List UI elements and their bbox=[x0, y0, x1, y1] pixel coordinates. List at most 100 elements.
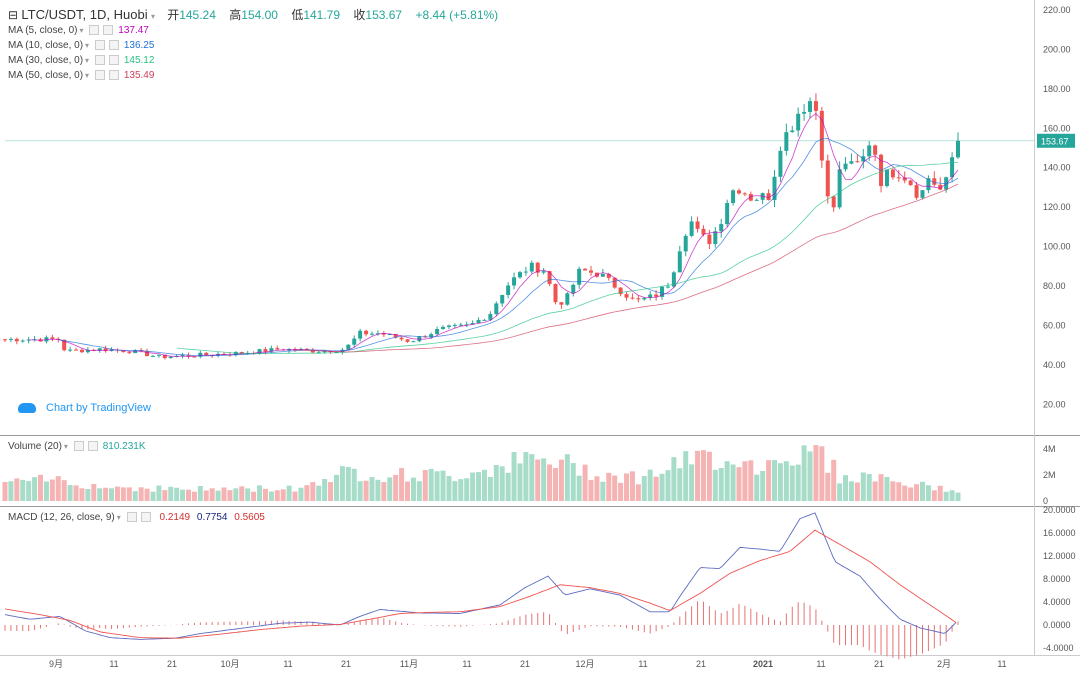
volume-bar bbox=[150, 491, 156, 501]
volume-bar bbox=[624, 473, 630, 501]
volume-bar bbox=[547, 464, 553, 501]
volume-bar bbox=[185, 489, 191, 501]
symbol-dropdown-icon[interactable]: ▾ bbox=[150, 12, 158, 21]
ma5-legend[interactable]: MA (5, close, 0) ▾ 137.47 bbox=[8, 25, 149, 36]
time-tick-label: 12月 bbox=[575, 659, 594, 669]
settings-icon[interactable] bbox=[73, 441, 84, 452]
volume-bar bbox=[671, 457, 677, 501]
candle-body bbox=[369, 333, 374, 335]
time-tick-label: 11 bbox=[283, 659, 292, 669]
time-tick-label: 11 bbox=[462, 659, 471, 669]
chevron-down-icon[interactable]: ▾ bbox=[63, 442, 68, 451]
volume-legend[interactable]: Volume (20) ▾ 810.231K bbox=[8, 441, 146, 452]
time-tick-label: 2021 bbox=[753, 659, 773, 669]
volume-bar bbox=[937, 485, 943, 501]
candle-body bbox=[535, 262, 540, 273]
volume-bar bbox=[618, 482, 624, 501]
volume-bar bbox=[20, 479, 26, 501]
chevron-down-icon[interactable]: ▾ bbox=[85, 41, 90, 50]
close-icon[interactable] bbox=[140, 512, 151, 523]
chevron-down-icon[interactable]: ▾ bbox=[79, 26, 84, 35]
volume-bar bbox=[416, 481, 422, 501]
symbol-title[interactable]: LTC/USDT, 1D, Huobi bbox=[21, 7, 148, 22]
candle-body bbox=[577, 268, 582, 285]
candle-body bbox=[429, 334, 434, 338]
volume-bar bbox=[570, 463, 576, 501]
volume-bar bbox=[700, 450, 706, 501]
macd-legend[interactable]: MACD (12, 26, close, 9) ▾ 0.2149 0.7754 0… bbox=[8, 512, 265, 523]
volume-bar bbox=[689, 464, 695, 501]
volume-bar bbox=[55, 476, 61, 501]
change-value: +8.44 (+5.81%) bbox=[415, 8, 499, 22]
candle-body bbox=[482, 319, 487, 321]
settings-icon[interactable] bbox=[89, 25, 100, 36]
volume-bar bbox=[854, 482, 860, 501]
volume-bar bbox=[126, 487, 132, 501]
volume-bar bbox=[683, 451, 689, 501]
ma-line-10 bbox=[58, 138, 959, 357]
close-icon[interactable] bbox=[87, 441, 98, 452]
close-value: 153.67 bbox=[365, 8, 403, 22]
candle-body bbox=[855, 161, 860, 163]
settings-icon[interactable] bbox=[95, 55, 106, 66]
candle-body bbox=[20, 340, 25, 342]
tradingview-logo-icon bbox=[18, 403, 36, 414]
macd-value-3: 0.5605 bbox=[234, 512, 265, 523]
candle-body bbox=[636, 298, 641, 300]
macd-tick-label: 16.0000 bbox=[1043, 528, 1076, 538]
ma10-legend[interactable]: MA (10, close, 0) ▾ 136.25 bbox=[8, 40, 154, 51]
candle-body bbox=[808, 101, 813, 112]
close-icon[interactable] bbox=[109, 40, 120, 51]
candle-body bbox=[517, 272, 522, 278]
chevron-down-icon[interactable]: ▾ bbox=[85, 71, 90, 80]
candle-body bbox=[630, 297, 635, 299]
candle-body bbox=[583, 268, 588, 271]
candle-body bbox=[387, 334, 392, 336]
volume-bar bbox=[552, 467, 558, 501]
candle-body bbox=[589, 270, 594, 273]
candle-body bbox=[559, 302, 564, 305]
candle-body bbox=[103, 348, 108, 352]
macd-value-1: 0.2149 bbox=[159, 512, 191, 523]
close-icon[interactable] bbox=[109, 70, 120, 81]
candle-body bbox=[825, 160, 830, 197]
volume-bar bbox=[180, 489, 186, 501]
candle-body bbox=[541, 271, 546, 273]
ma30-value: 145.12 bbox=[123, 55, 155, 66]
candle-body bbox=[180, 355, 185, 357]
high-value: 154.00 bbox=[241, 8, 278, 22]
candle-body bbox=[707, 234, 712, 245]
volume-bar bbox=[772, 460, 778, 501]
price-tick-label: 220.00 bbox=[1043, 5, 1071, 15]
chevron-down-icon[interactable]: ▾ bbox=[116, 513, 121, 522]
volume-bar bbox=[730, 464, 736, 501]
collapse-icon[interactable]: ⊟ bbox=[8, 8, 19, 22]
macd-tick-label: 20.0000 bbox=[1043, 505, 1076, 515]
close-icon[interactable] bbox=[103, 25, 114, 36]
candle-body bbox=[932, 178, 937, 185]
settings-icon[interactable] bbox=[95, 40, 106, 51]
candle-body bbox=[150, 355, 155, 357]
time-tick-label: 21 bbox=[520, 659, 530, 669]
volume-bar bbox=[588, 479, 594, 501]
macd-tick-label: 0.0000 bbox=[1043, 620, 1071, 630]
ma50-legend[interactable]: MA (50, close, 0) ▾ 135.49 bbox=[8, 70, 154, 81]
tradingview-brand[interactable]: Chart by TradingView bbox=[18, 402, 151, 414]
candle-body bbox=[346, 344, 351, 350]
close-icon[interactable] bbox=[109, 55, 120, 66]
chevron-down-icon[interactable]: ▾ bbox=[85, 56, 90, 65]
candle-body bbox=[257, 349, 262, 354]
settings-icon[interactable] bbox=[126, 512, 137, 523]
settings-icon[interactable] bbox=[95, 70, 106, 81]
volume-bar bbox=[712, 469, 718, 501]
volume-bar bbox=[333, 474, 339, 501]
volume-bar bbox=[8, 481, 14, 501]
candle-body bbox=[186, 355, 191, 357]
ma30-legend[interactable]: MA (30, close, 0) ▾ 145.12 bbox=[8, 55, 154, 66]
volume-bar bbox=[736, 467, 742, 501]
volume-bar bbox=[541, 458, 547, 501]
volume-bar bbox=[268, 491, 274, 501]
candle-body bbox=[742, 193, 747, 195]
